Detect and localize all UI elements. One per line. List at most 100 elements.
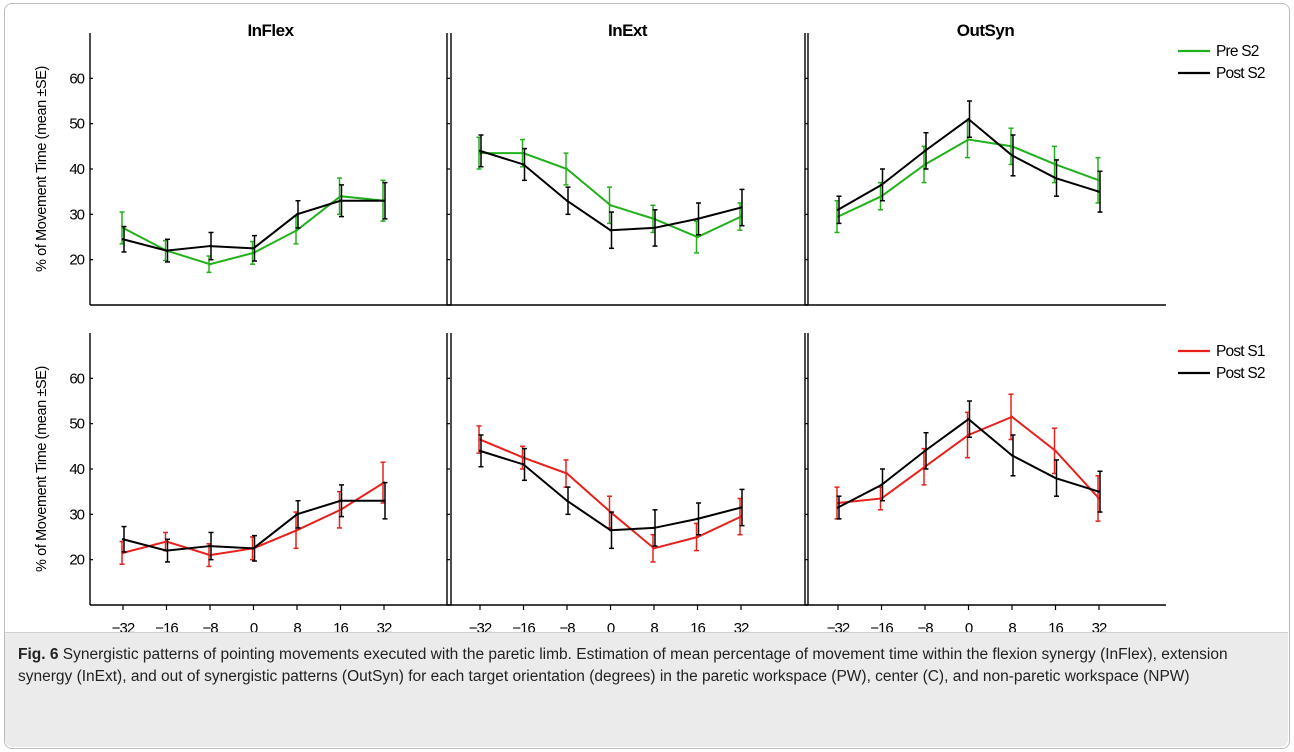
y-tick-label: 20 [69, 552, 84, 569]
series-2 [121, 181, 388, 263]
legend-label: Post S2 [1216, 65, 1265, 82]
data-point [609, 529, 612, 532]
panel-title: InFlex [247, 21, 294, 40]
legend-label: Post S2 [1216, 365, 1265, 382]
x-tick-label: −16 [870, 620, 893, 632]
data-point [565, 199, 569, 202]
series-1 [476, 136, 743, 254]
series-line [837, 415, 1100, 504]
panel-5: −32−16−8081632PWCNPW [446, 333, 809, 632]
x-tick-label: −16 [155, 620, 178, 632]
data-point [121, 238, 125, 241]
data-point [1097, 490, 1101, 493]
y-tick-label: 50 [69, 116, 84, 133]
data-point [295, 213, 299, 216]
x-tick-label: 16 [690, 620, 705, 632]
data-point [696, 517, 699, 521]
series-2 [836, 400, 1103, 520]
x-tick-label: −32 [827, 620, 850, 632]
panel-3: OutSyn [804, 21, 1166, 306]
data-point [967, 138, 970, 141]
y-axis-label: % of Movement Time (mean ±SE) [34, 366, 50, 572]
data-point [1054, 449, 1057, 453]
data-point [652, 226, 656, 230]
legend-2: Post S1 Post S2 [1178, 343, 1266, 382]
series-line [837, 117, 1100, 211]
series-line [837, 417, 1100, 509]
data-point [652, 526, 656, 530]
data-point [1097, 190, 1101, 193]
data-point [165, 549, 168, 552]
data-point [252, 547, 255, 550]
data-point [923, 149, 927, 153]
legend-label: Post S1 [1216, 343, 1265, 360]
y-tick-label: 30 [69, 206, 84, 223]
data-point [565, 167, 569, 171]
series-line [122, 199, 384, 252]
data-point [565, 499, 569, 502]
data-point [967, 417, 970, 421]
data-point [252, 247, 255, 250]
data-point [339, 199, 342, 202]
data-point [1010, 154, 1014, 157]
x-tick-label: 8 [293, 620, 301, 632]
data-point [208, 544, 212, 548]
y-tick-label: 40 [69, 461, 84, 478]
panel-6: −32−16−8081632PWCNPW [804, 333, 1166, 632]
data-point [522, 163, 525, 166]
x-tick-label: 32 [377, 620, 392, 632]
x-tick-label: 32 [1092, 620, 1107, 632]
x-tick-label: 16 [1048, 620, 1063, 632]
y-axis-label: % of Movement Time (mean ±SE) [34, 66, 50, 272]
x-tick-label: −16 [512, 620, 535, 632]
x-tick-label: 0 [965, 620, 973, 632]
panel-2: InExt [446, 21, 809, 306]
data-point [522, 463, 525, 466]
y-tick-label: 60 [69, 70, 84, 87]
panel-4: 20 30 40 50 60 % of Movement Time (mean ±SE) −… [34, 333, 452, 632]
x-tick-label: −32 [112, 620, 135, 632]
data-point [696, 235, 699, 239]
data-point [609, 204, 612, 207]
data-point [836, 208, 840, 211]
figure-charts: 20 30 40 50 60 InFlex % of Movement Time (mean… [34, 21, 1266, 632]
series-line [479, 438, 742, 550]
x-tick-label: −8 [559, 620, 575, 632]
data-point [739, 506, 743, 509]
series-2 [121, 481, 388, 563]
data-point [1054, 176, 1057, 180]
data-point [121, 538, 125, 541]
series-line [480, 152, 742, 239]
data-point [339, 499, 342, 502]
series-line [837, 138, 1100, 218]
x-tick-label: 0 [607, 620, 615, 632]
data-point [836, 506, 840, 509]
data-point [652, 547, 656, 550]
data-point [1010, 415, 1014, 419]
x-tick-label: 8 [1008, 620, 1016, 632]
caption-label: Fig. 6 [18, 646, 59, 663]
data-point [208, 263, 212, 266]
series-1 [834, 393, 1101, 522]
x-tick-label: 8 [650, 620, 658, 632]
data-point [165, 249, 168, 252]
figure-caption: Fig. 6 Synergistic patterns of pointing … [18, 644, 1258, 688]
data-point [609, 229, 612, 232]
x-tick-label: −8 [202, 620, 218, 632]
data-point [1054, 476, 1057, 480]
y-tick-label: 20 [69, 252, 84, 269]
series-2 [478, 134, 745, 250]
y-tick-label: 40 [69, 161, 84, 178]
data-point [295, 513, 299, 516]
data-point [295, 229, 299, 232]
caption-area [5, 632, 1288, 747]
series-1 [119, 177, 386, 274]
series-1 [834, 120, 1101, 234]
x-tick-label: −32 [469, 620, 492, 632]
data-point [696, 535, 699, 539]
y-tick-label: 30 [69, 506, 84, 523]
x-tick-label: 32 [734, 620, 749, 632]
data-point [923, 449, 927, 453]
series-line [122, 481, 385, 557]
data-point [880, 483, 883, 487]
